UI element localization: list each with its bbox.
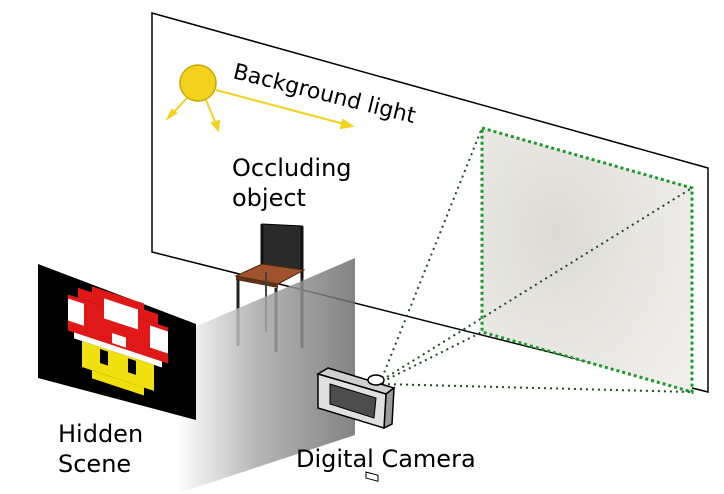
sun-bulb-icon [165,64,355,133]
camera-field-of-view [381,126,694,394]
observed-wall-region [482,128,692,392]
digital-camera-label: Digital Camera [296,445,476,473]
occluder-plane [176,258,355,494]
hidden-scene-label-line1: Hidden [58,420,143,448]
occluding-object-label-line1: Occluding [232,154,352,182]
pixel-mushroom-icon [68,286,168,396]
occluding-object-label-line2: object [232,184,306,212]
camera-icon [316,367,396,482]
hidden-scene-label-line2: Scene [58,450,131,478]
